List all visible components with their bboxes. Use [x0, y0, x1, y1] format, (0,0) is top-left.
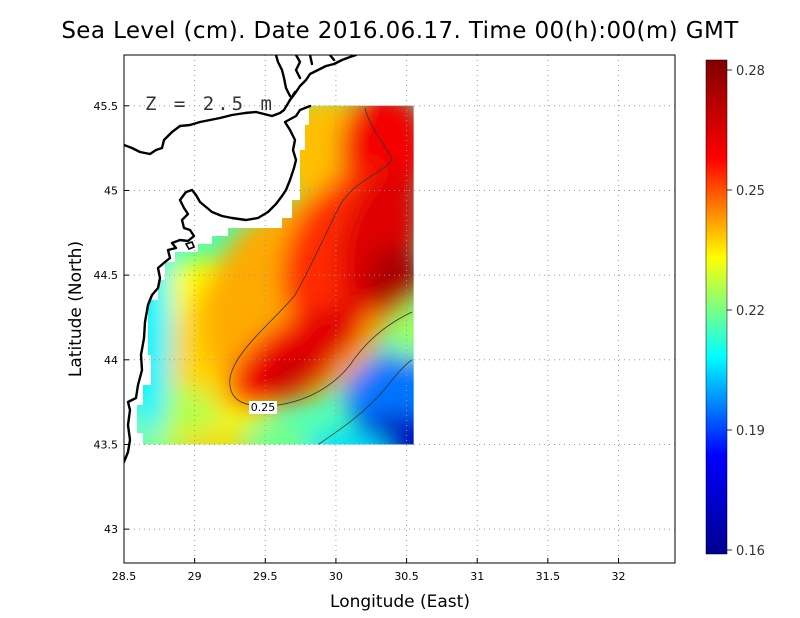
x-tick-label: 32 [611, 570, 625, 583]
x-tick-label: 31 [470, 570, 484, 583]
x-tick-label: 30.5 [394, 570, 419, 583]
colorbar [705, 59, 728, 555]
depth-label: Z = 2.5 m [145, 93, 275, 115]
y-tick-label: 44 [104, 354, 118, 367]
y-tick-label: 45 [104, 184, 118, 197]
x-tick-label: 28.5 [112, 570, 137, 583]
y-axis-label: Latitude (North) [66, 241, 86, 377]
contour-line [229, 107, 413, 407]
grid-lines [124, 55, 675, 563]
contour-label: 0.25 [249, 401, 277, 414]
x-axis-ticks: 28.5 29 29.5 30 30.5 31 31.5 32 [112, 558, 625, 583]
colorbar-ticks: 0.16 0.19 0.22 0.25 0.28 [727, 64, 765, 559]
coastline-segment [294, 55, 302, 80]
coastline-segment [288, 55, 358, 102]
y-tick-label: 44.5 [94, 269, 119, 282]
contour-line [309, 359, 413, 445]
sea-level-field [137, 105, 414, 445]
colorbar-tick-label: 0.28 [736, 64, 765, 79]
y-axis-ticks: 43 43.5 44 44.5 45 45.5 [94, 100, 129, 536]
contour-label-text: 0.25 [251, 401, 276, 414]
coastline-segment [308, 55, 314, 66]
contour-lines [229, 107, 413, 445]
plot-frame [123, 54, 676, 564]
colorbar-tick-label: 0.22 [736, 304, 765, 319]
y-tick-label: 43 [104, 523, 118, 536]
coastline-segment [328, 55, 336, 62]
colorbar-tick-label: 0.19 [736, 424, 765, 439]
x-tick-label: 30 [329, 570, 343, 583]
contour-label-bg [249, 401, 277, 414]
colorbar-tick-label: 0.16 [736, 544, 765, 559]
x-tick-label: 29 [188, 570, 202, 583]
x-tick-label: 31.5 [536, 570, 561, 583]
coastline-segment [124, 90, 297, 156]
islet [184, 241, 196, 250]
coastline [124, 55, 358, 464]
chart-title: Sea Level (cm). Date 2016.06.17. Time 00… [61, 18, 739, 44]
y-tick-label: 45.5 [94, 100, 119, 113]
coastline-segment [274, 55, 292, 98]
x-axis-label: Longitude (East) [330, 592, 470, 612]
coastline-segment [124, 104, 312, 464]
colorbar-tick-label: 0.25 [736, 184, 765, 199]
x-tick-label: 29.5 [253, 570, 278, 583]
y-tick-label: 43.5 [94, 438, 119, 451]
